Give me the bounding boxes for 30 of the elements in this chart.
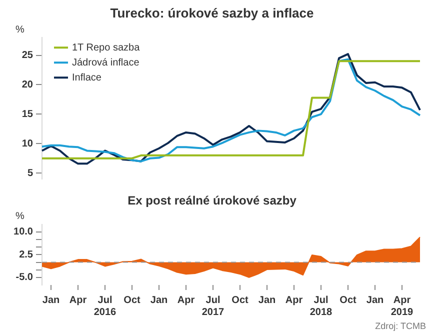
- x-tick-label: Oct: [124, 294, 142, 306]
- legend-label: Inflace: [72, 72, 102, 84]
- text: Zdroj: TCMB: [375, 320, 426, 331]
- y-axis-title: %: [16, 24, 25, 36]
- y-tick-label: -5.0: [16, 272, 34, 284]
- x-tick-label: Jan: [150, 294, 168, 306]
- legend-label: 1T Repo sazba: [72, 42, 140, 54]
- y-tick-label: 10.0: [14, 226, 34, 238]
- y-tick-label: 2.5: [19, 249, 34, 260]
- chart-title: Turecko: úrokové sazby a inflace: [110, 5, 314, 20]
- legend-label: Jádrová inflace: [72, 57, 140, 68]
- y-tick-label: 25: [22, 50, 34, 62]
- y-tick-label: 10: [22, 138, 34, 150]
- y-axis-title: %: [16, 211, 25, 222]
- x-tick-label: Jul 2017: [202, 294, 225, 318]
- x-tick-label: Oct: [232, 294, 250, 306]
- x-tick-label: Apr: [285, 294, 303, 306]
- x-tick-label: Apr: [69, 294, 87, 306]
- x-tick-label: Jul 2018: [310, 294, 333, 318]
- x-tick-label: Jan: [366, 294, 384, 306]
- x-tick-label: Jul 2016: [94, 294, 117, 318]
- x-tick-label: Oct: [340, 294, 358, 306]
- y-tick-label: 15: [22, 108, 34, 120]
- x-tick-label: Jan: [42, 294, 60, 306]
- y-tick-label: 20: [22, 79, 34, 90]
- y-tick-label: 5: [27, 168, 34, 179]
- chart-title: Ex post reálné úrokové sazby: [128, 194, 297, 208]
- x-tick-label: Jan: [258, 294, 276, 306]
- x-tick-label: Apr: [177, 294, 195, 306]
- x-tick-label: Apr 2019: [390, 294, 414, 318]
